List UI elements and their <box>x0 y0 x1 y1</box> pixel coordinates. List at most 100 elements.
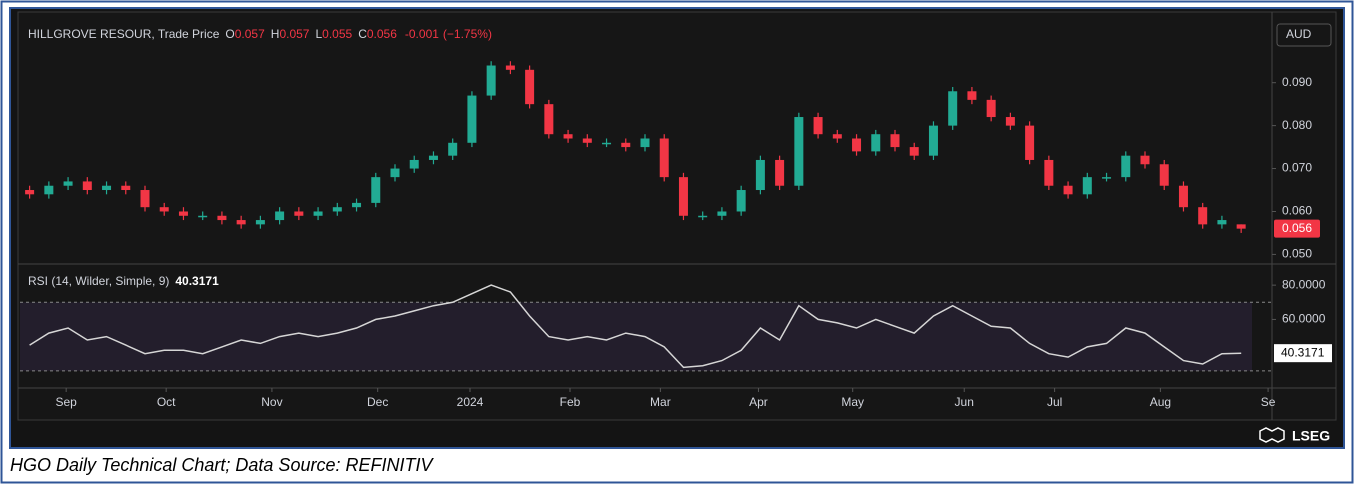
x-tick-label: Dec <box>367 395 388 409</box>
marks-layer: Sep Oct Nov Dec 2024 Feb Mar Apr May Jun Jul Aug Se 0… <box>25 61 1332 409</box>
candle-body <box>236 220 246 225</box>
candle-body <box>467 95 477 143</box>
change-pct: (−1.75%) <box>443 27 492 41</box>
currency-box[interactable] <box>1276 23 1332 47</box>
y-tick-label: 0.050 <box>1282 247 1312 261</box>
candle-body <box>409 159 419 169</box>
x-tick-label: May <box>841 395 864 409</box>
candle-body <box>1102 177 1112 179</box>
candle-body <box>544 104 554 135</box>
y-tick-label: 0.070 <box>1282 161 1312 175</box>
candle-body <box>1005 117 1015 126</box>
candle-body <box>390 168 400 178</box>
legend-value: 0.057 <box>235 27 265 41</box>
legend-key: H <box>271 27 280 41</box>
x-tick-label: Aug <box>1150 395 1171 409</box>
candle-body <box>448 142 458 156</box>
last-price: 0.056 <box>1282 221 1312 235</box>
candle-body <box>1025 125 1035 160</box>
candle-body <box>428 155 438 160</box>
candle-body <box>505 65 515 70</box>
rsi-value-box <box>1274 344 1332 363</box>
candle-body <box>198 215 208 218</box>
legend-key: O <box>225 27 234 41</box>
x-tick-label: 2024 <box>457 395 484 409</box>
candle-body <box>698 215 708 218</box>
indicator-title: RSI (14, Wilder, Simple, 9) <box>28 274 169 288</box>
candle-body <box>275 211 285 221</box>
x-tick-label: Feb <box>560 395 581 409</box>
rsi-legend: RSI (14, Wilder, Simple, 9) 40.3171 <box>28 274 219 288</box>
candle-body <box>1236 224 1246 229</box>
candle-body <box>775 159 785 186</box>
series-title: HILLGROVE RESOUR, Trade Price <box>28 27 220 41</box>
candle-body <box>967 91 977 100</box>
legend-key: C <box>358 27 367 41</box>
legend-value: 0.055 <box>322 27 352 41</box>
candle-body <box>159 207 169 212</box>
candle-body <box>44 185 54 195</box>
candle-body <box>102 185 112 191</box>
y-tick-label: 0.060 <box>1282 204 1312 218</box>
y-tick-label: 0.080 <box>1282 118 1312 132</box>
legend-key: L <box>315 27 322 41</box>
x-tick-label: Mar <box>650 395 671 409</box>
candle-body <box>948 91 958 126</box>
last-price-box <box>1274 219 1320 238</box>
price-legend: HILLGROVE RESOUR, Trade Price O0.057 H0.05… <box>28 27 492 41</box>
candle-body <box>582 138 592 143</box>
candle-body <box>486 65 496 96</box>
candle-body <box>986 99 996 118</box>
candle-body <box>178 211 188 216</box>
candle-body <box>852 138 862 152</box>
candle-body <box>890 134 900 148</box>
candle-body <box>813 117 823 135</box>
candle-body <box>313 211 323 216</box>
x-tick-label: Nov <box>261 395 282 409</box>
candle-body <box>794 117 804 186</box>
candle-body <box>563 134 573 139</box>
y-tick-label: 60.0000 <box>1282 312 1326 326</box>
chart-area <box>17 11 1337 421</box>
rsi-value: 40.3171 <box>1281 345 1325 359</box>
candle-body <box>1159 164 1169 186</box>
x-tick-label: Apr <box>749 395 768 409</box>
candle-body <box>640 138 650 148</box>
legend-value: 0.056 <box>367 27 397 41</box>
candle-body <box>678 177 688 216</box>
candle-body <box>525 69 535 105</box>
legend-value: 0.057 <box>279 27 309 41</box>
logo-icon <box>1259 427 1285 443</box>
candle-body <box>332 207 342 212</box>
y-tick-label: 0.090 <box>1282 75 1312 89</box>
indicator-value: 40.3171 <box>175 274 219 288</box>
currency[interactable]: AUD <box>1286 27 1312 41</box>
candle-body <box>25 190 35 195</box>
caption: HGO Daily Technical Chart; Data Source: … <box>10 455 434 475</box>
change: -0.001 <box>405 27 439 41</box>
rsi-line <box>29 284 1242 369</box>
candle-body <box>871 134 881 152</box>
x-tick-label: Se <box>1261 395 1276 409</box>
candle-body <box>63 181 73 186</box>
candle-body <box>1082 177 1092 195</box>
rsi-band-fill <box>20 302 1252 371</box>
candle-body <box>1063 185 1073 195</box>
candle-body <box>352 202 362 208</box>
candle-body <box>1178 185 1188 208</box>
rsi-band-layer <box>20 301 1272 372</box>
candle-body <box>736 190 746 212</box>
candle-body <box>371 177 381 203</box>
candle-body <box>909 147 919 156</box>
candle-body <box>659 138 669 178</box>
x-tick-label: Jun <box>955 395 974 409</box>
candle-body <box>602 142 612 145</box>
x-tick-label: Oct <box>157 395 176 409</box>
y-tick-label: 80.0000 <box>1282 277 1326 291</box>
candle-body <box>717 211 727 216</box>
candle-body <box>1140 155 1150 165</box>
logo: LSEG <box>1292 428 1330 444</box>
x-tick-label: Sep <box>55 395 77 409</box>
